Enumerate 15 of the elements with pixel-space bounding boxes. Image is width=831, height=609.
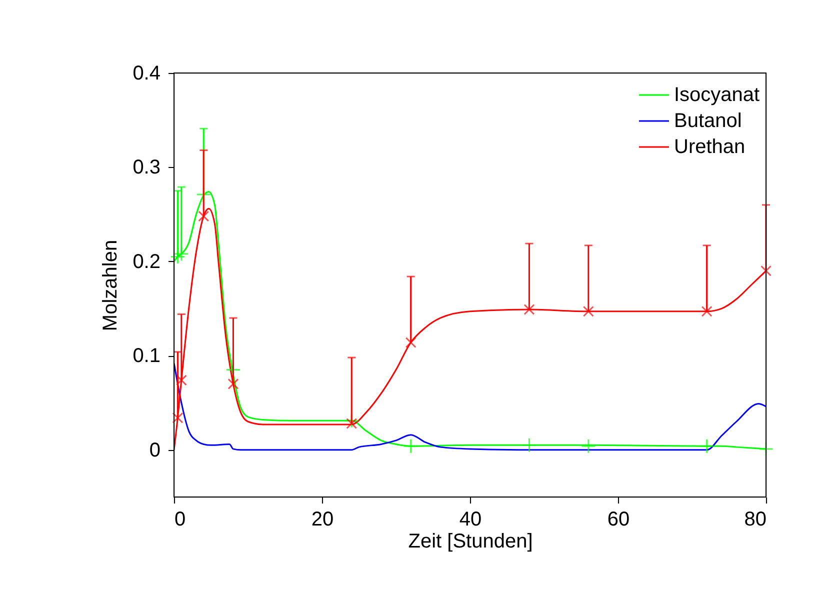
x-axis-title: Zeit [Stunden] (408, 530, 533, 552)
legend-label: Butanol (674, 110, 742, 132)
y-tick-label: 0.3 (132, 156, 160, 179)
legend-label: Urethan (674, 136, 746, 158)
x-tick-label: 20 (311, 508, 334, 530)
y-axis-title: Molzahlen (100, 240, 122, 332)
x-tick-label: 0 (174, 508, 186, 530)
x-tick-label: 40 (459, 508, 482, 530)
y-tick-label: 0.4 (132, 62, 160, 84)
y-tick-label: 0 (149, 439, 160, 462)
x-tick-label: 80 (744, 508, 766, 530)
legend-label: Isocyanat (674, 84, 760, 106)
x-tick-label: 60 (607, 508, 630, 530)
y-tick-label: 0.2 (132, 250, 160, 273)
y-tick-label: 0.1 (132, 345, 160, 368)
